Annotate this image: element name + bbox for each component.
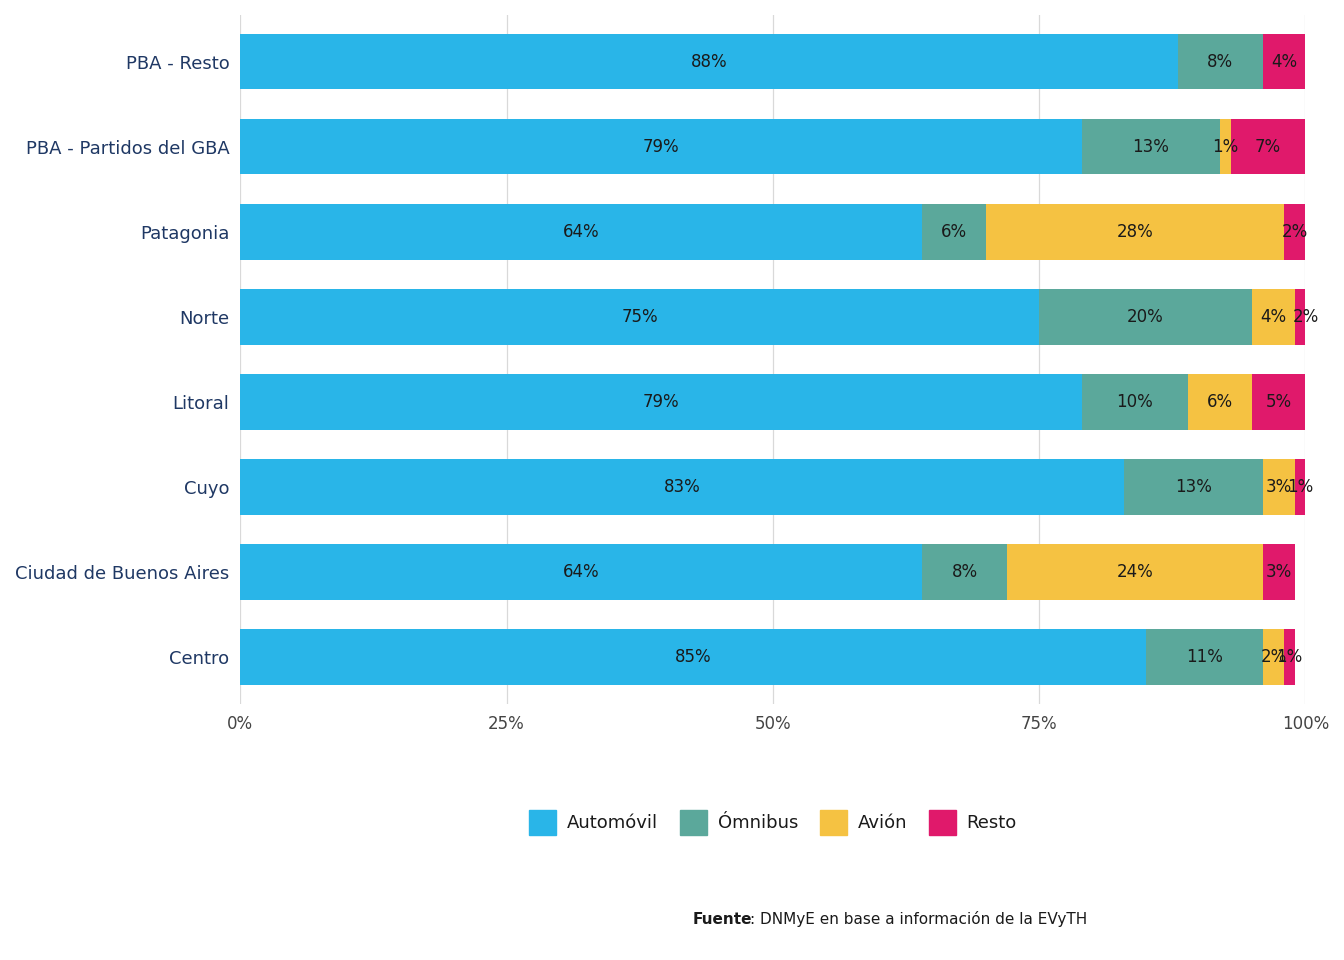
Bar [1177, 35, 1263, 89]
Text: 79%: 79% [642, 393, 679, 411]
Bar [241, 204, 922, 259]
Legend: Automóvil, Ómnibus, Avión, Resto: Automóvil, Ómnibus, Avión, Resto [521, 803, 1024, 843]
Text: 88%: 88% [691, 53, 727, 71]
Text: 64%: 64% [563, 564, 599, 581]
Text: : DNMyE en base a información de la EVyTH: : DNMyE en base a información de la EVyT… [750, 910, 1087, 926]
Text: 1%: 1% [1212, 138, 1239, 156]
Text: 3%: 3% [1266, 564, 1292, 581]
Text: 85%: 85% [675, 648, 711, 666]
Text: 6%: 6% [941, 223, 966, 241]
Bar [1082, 374, 1188, 430]
Text: 4%: 4% [1261, 308, 1286, 325]
Bar [1284, 630, 1294, 684]
Text: 1%: 1% [1288, 478, 1313, 496]
Text: 13%: 13% [1175, 478, 1212, 496]
Bar [1220, 119, 1231, 175]
Text: 28%: 28% [1117, 223, 1153, 241]
Bar [241, 119, 1082, 175]
Bar [1082, 119, 1220, 175]
Text: 3%: 3% [1266, 478, 1292, 496]
Bar [1125, 460, 1263, 515]
Bar [1253, 289, 1294, 345]
Bar [1263, 460, 1294, 515]
Text: 10%: 10% [1117, 393, 1153, 411]
Bar [1294, 460, 1305, 515]
Text: 7%: 7% [1255, 138, 1281, 156]
Bar [1231, 119, 1305, 175]
Bar [986, 204, 1284, 259]
Bar [1263, 630, 1284, 684]
Bar [1145, 630, 1263, 684]
Bar [241, 374, 1082, 430]
Text: 64%: 64% [563, 223, 599, 241]
Bar [1253, 374, 1305, 430]
Text: 8%: 8% [952, 564, 977, 581]
Bar [922, 204, 986, 259]
Text: 79%: 79% [642, 138, 679, 156]
Text: 4%: 4% [1271, 53, 1297, 71]
Bar [1263, 35, 1305, 89]
Bar [922, 544, 1007, 600]
Bar [1039, 289, 1253, 345]
Bar [1294, 289, 1316, 345]
Text: 1%: 1% [1277, 648, 1302, 666]
Bar [241, 630, 1145, 684]
Bar [241, 544, 922, 600]
Bar [1007, 544, 1263, 600]
Text: 2%: 2% [1282, 223, 1308, 241]
Bar [241, 35, 1177, 89]
Text: 5%: 5% [1266, 393, 1292, 411]
Text: 2%: 2% [1292, 308, 1318, 325]
Bar [1284, 204, 1305, 259]
Text: Fuente: Fuente [692, 912, 751, 926]
Bar [1188, 374, 1253, 430]
Text: 8%: 8% [1207, 53, 1234, 71]
Bar [1263, 544, 1294, 600]
Text: 75%: 75% [621, 308, 659, 325]
Text: 13%: 13% [1133, 138, 1169, 156]
Text: 6%: 6% [1207, 393, 1234, 411]
Bar [241, 460, 1125, 515]
Text: 11%: 11% [1185, 648, 1223, 666]
Text: 20%: 20% [1128, 308, 1164, 325]
Text: 83%: 83% [664, 478, 700, 496]
Bar [241, 289, 1039, 345]
Text: 24%: 24% [1117, 564, 1153, 581]
Text: 2%: 2% [1261, 648, 1286, 666]
